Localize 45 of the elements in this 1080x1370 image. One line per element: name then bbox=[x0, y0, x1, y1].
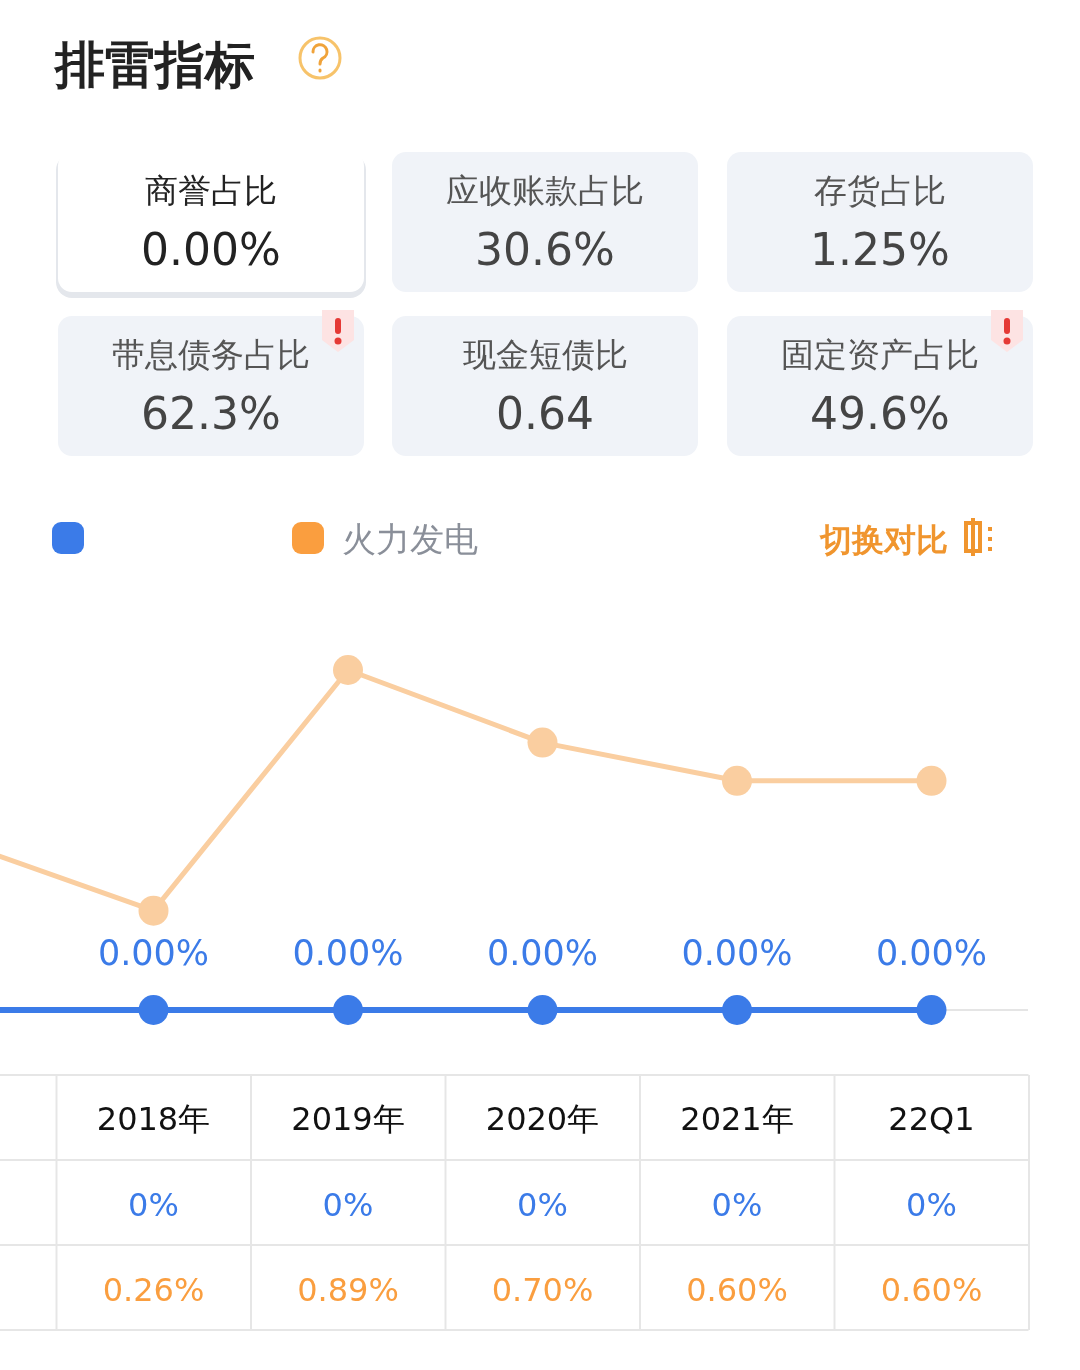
text: 商誉占比 bbox=[145, 171, 277, 210]
text: 火力发电 bbox=[342, 519, 478, 559]
text: 切换对比 bbox=[819, 521, 948, 559]
data-label: 0.89% bbox=[297, 1271, 399, 1309]
text: 固定资产占比 bbox=[781, 335, 979, 374]
point bbox=[916, 765, 947, 796]
annotation: 0.00% bbox=[681, 933, 793, 973]
text: 62.3% bbox=[141, 388, 281, 439]
annotation: 0.00% bbox=[875, 933, 988, 973]
point bbox=[333, 655, 363, 685]
text: 49.6% bbox=[810, 388, 950, 439]
point bbox=[527, 727, 558, 758]
data-label: 0.60% bbox=[880, 1271, 983, 1309]
point bbox=[916, 995, 947, 1025]
text: 1.25% bbox=[810, 224, 950, 275]
data-label: 0% bbox=[322, 1186, 374, 1224]
x-tick-label: 2019年 bbox=[291, 1100, 405, 1138]
text: 排雷指标 bbox=[53, 36, 255, 94]
point bbox=[527, 995, 558, 1025]
data-label: 0.60% bbox=[686, 1271, 788, 1309]
point bbox=[333, 995, 363, 1025]
point bbox=[722, 765, 752, 796]
data-label: 0% bbox=[711, 1186, 763, 1224]
text: 应收账款占比 bbox=[446, 171, 644, 210]
data-label: 0% bbox=[128, 1186, 179, 1224]
text: 0.00% bbox=[141, 224, 281, 275]
data-label: 0% bbox=[906, 1186, 957, 1224]
text: 存货占比 bbox=[814, 171, 946, 210]
text: 带息债务占比 bbox=[112, 335, 310, 374]
data-label: 0% bbox=[517, 1186, 568, 1224]
data-label: 0.26% bbox=[102, 1271, 205, 1309]
x-tick-label: 2020年 bbox=[485, 1100, 600, 1138]
text: 0.64 bbox=[496, 388, 594, 439]
text: 现金短债比 bbox=[462, 335, 628, 374]
data-label: 0.70% bbox=[491, 1271, 594, 1309]
point bbox=[138, 895, 169, 926]
x-tick-label: 22Q1 bbox=[888, 1100, 975, 1138]
x-tick-label: 2018年 bbox=[96, 1100, 211, 1138]
text: 30.6% bbox=[475, 224, 615, 275]
point bbox=[722, 995, 752, 1025]
annotation: 0.00% bbox=[97, 933, 210, 973]
x-tick-label: 2021年 bbox=[680, 1100, 794, 1138]
annotation: 0.00% bbox=[292, 933, 404, 973]
annotation: 0.00% bbox=[486, 933, 599, 973]
point bbox=[138, 995, 169, 1025]
